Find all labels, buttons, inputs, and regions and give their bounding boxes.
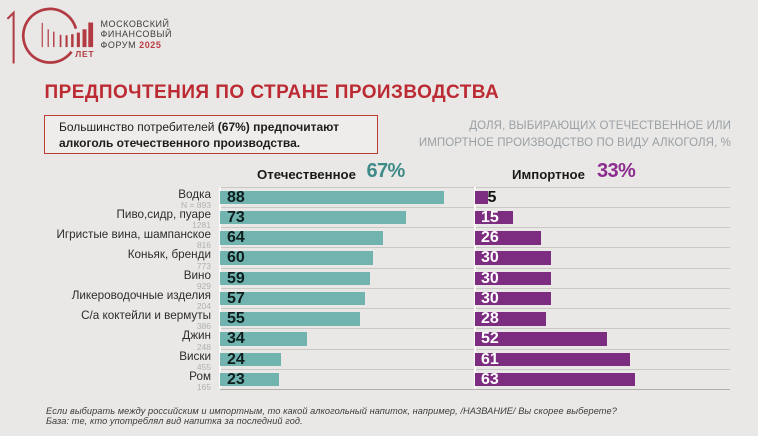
svg-text:ЛЕТ: ЛЕТ [75,49,94,59]
